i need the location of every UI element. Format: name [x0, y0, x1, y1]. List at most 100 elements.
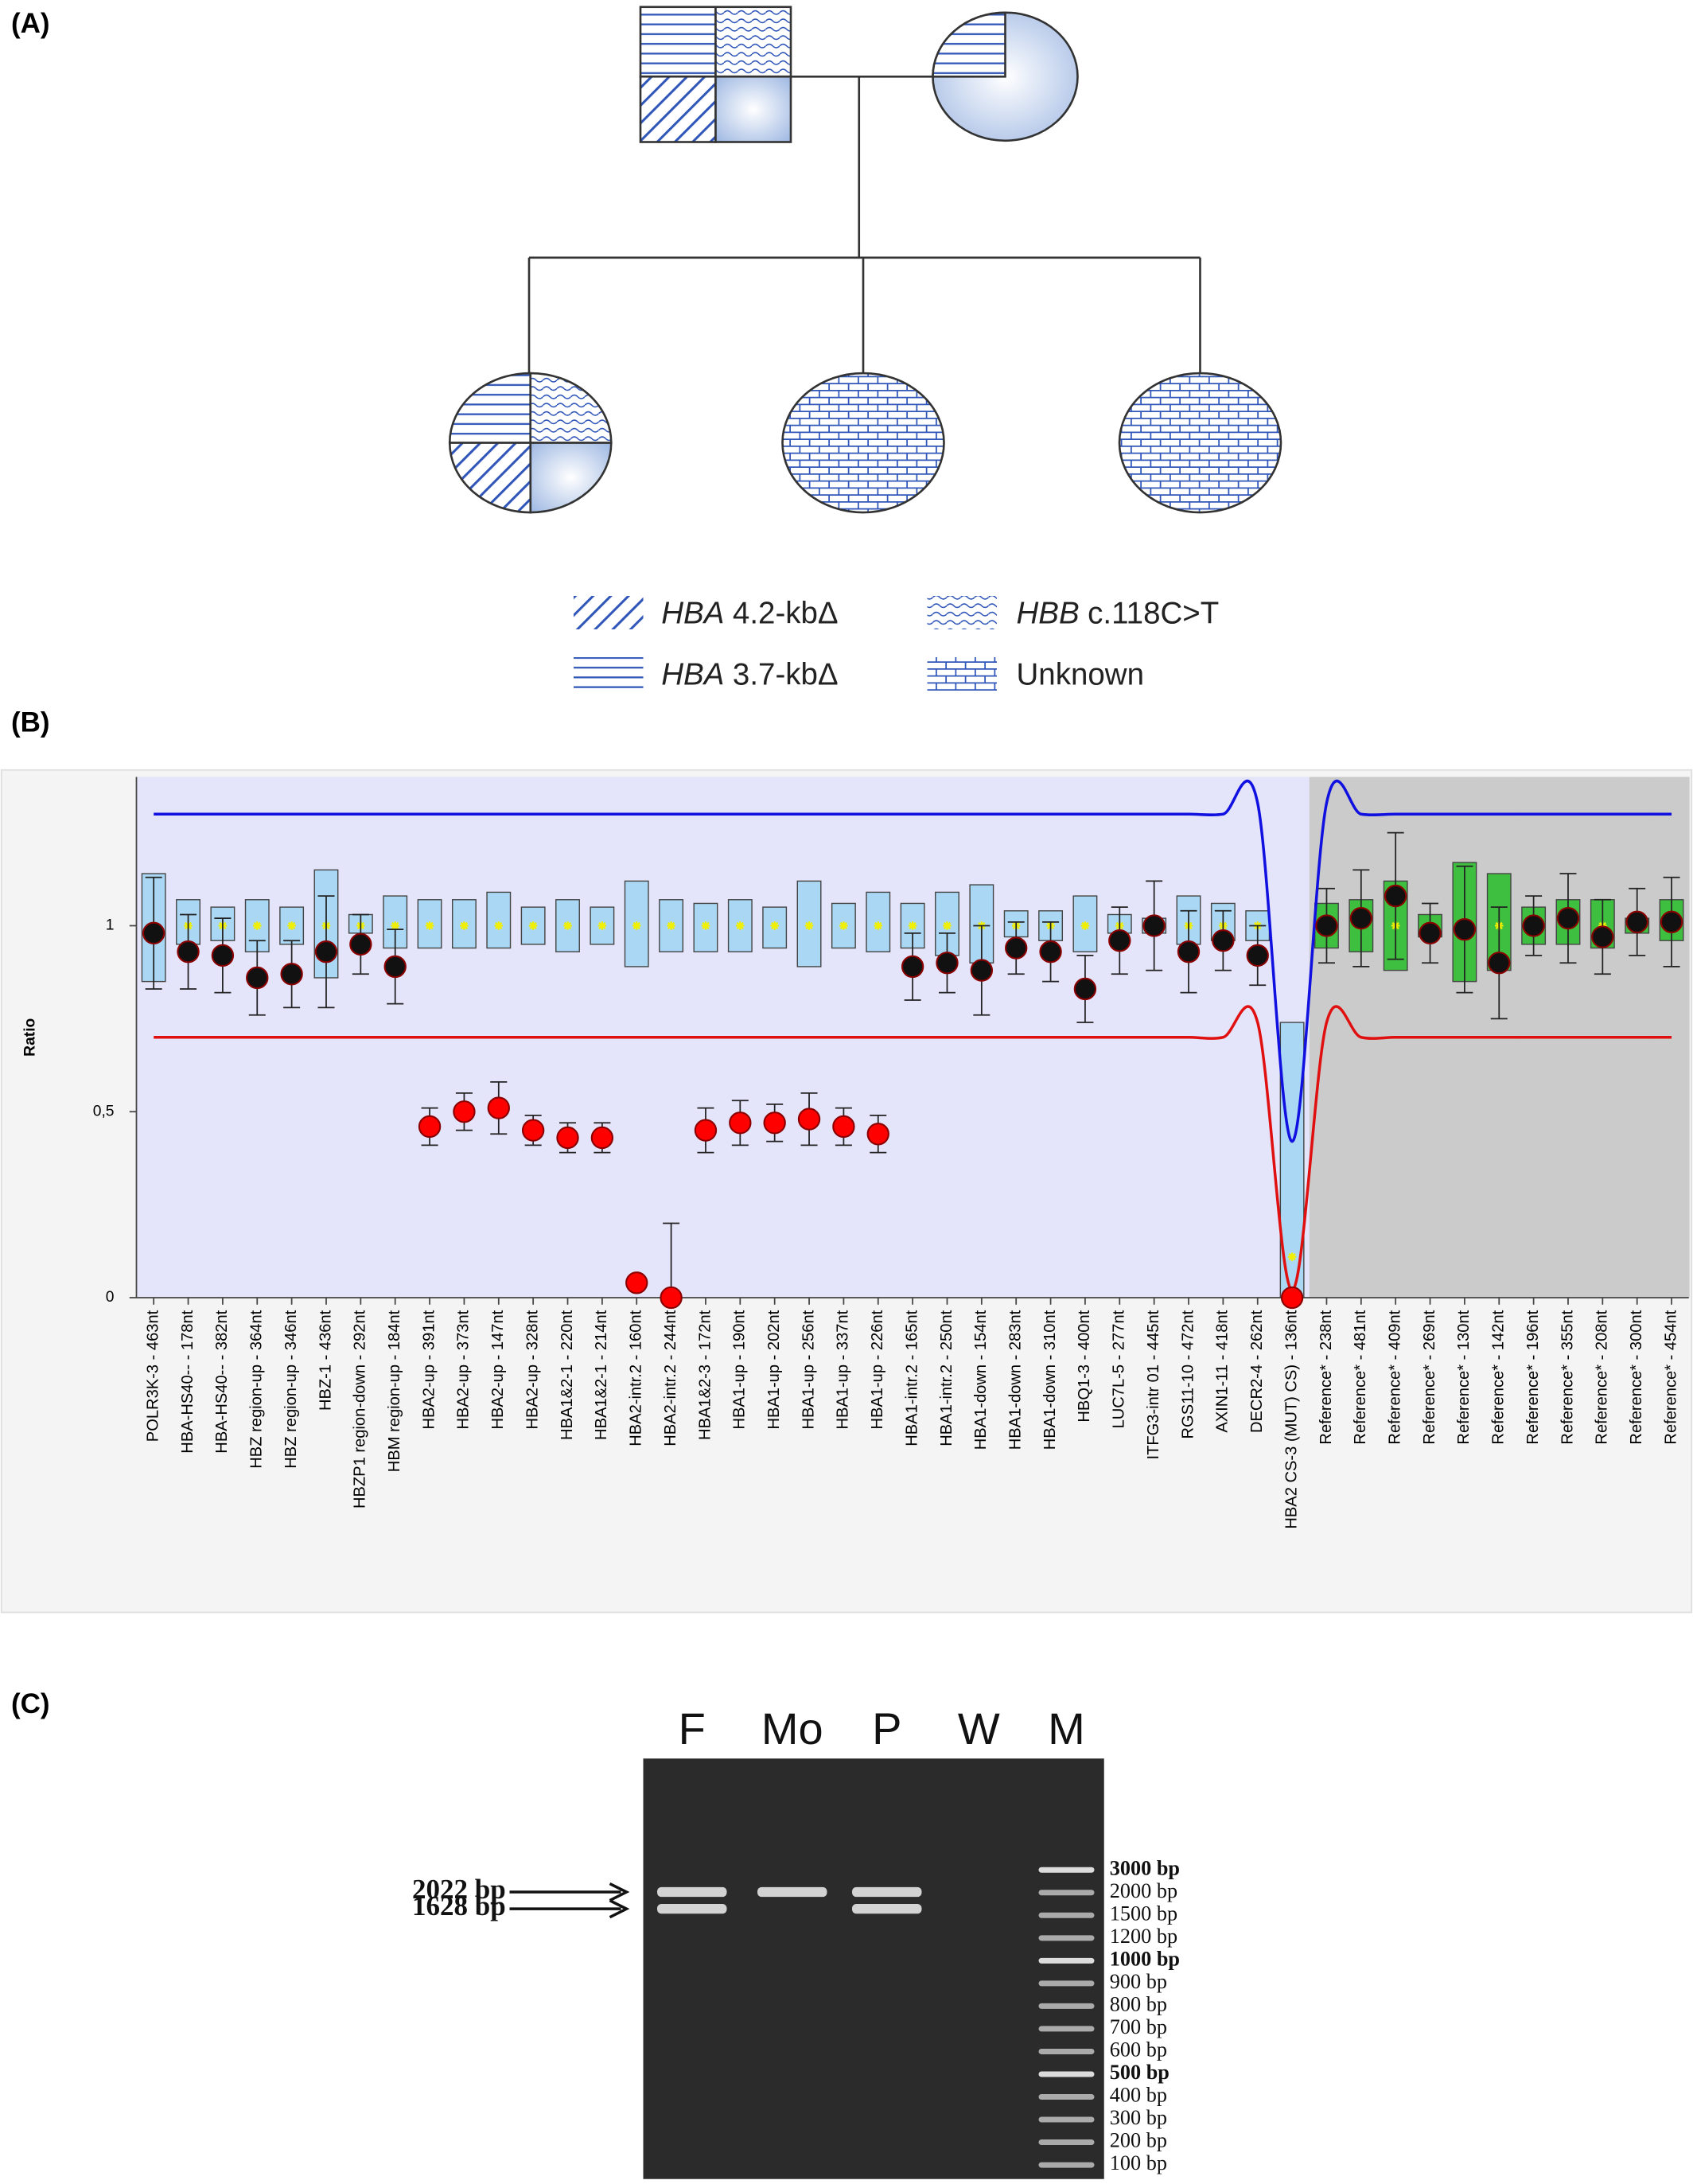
x-tick-label: Reference* - 130nt — [1455, 1310, 1473, 1444]
x-tick-label: HBA2-up - 328nt — [523, 1310, 541, 1429]
gene: HBB — [1017, 597, 1080, 631]
x-tick-label: HBA1-up - 256nt — [800, 1310, 817, 1429]
x-tick-label: HBQ1-3 - 400nt — [1076, 1310, 1093, 1422]
median-star — [528, 921, 538, 930]
ladder-band — [1038, 2003, 1095, 2009]
median-star — [1287, 1252, 1297, 1261]
ratio-dot — [1625, 910, 1648, 934]
y-tick-label: 1 — [106, 917, 115, 934]
x-tick-label: HBA1-down - 154nt — [972, 1310, 990, 1450]
ratio-dot — [901, 955, 924, 979]
legend-swatch — [927, 657, 997, 691]
pedigree-legend: HBA 4.2-kbΔ HBB c.118C>T HBA 3.7-kbΔ Unknow… — [574, 596, 1219, 692]
ladder-band — [1038, 1957, 1095, 1964]
gene: HBA — [661, 597, 724, 631]
ratio-dot — [383, 955, 407, 979]
ratio-dot — [1419, 921, 1442, 945]
x-tick-label: HBZP1 region-down - 292nt — [352, 1310, 369, 1509]
x-tick-label: HBZ region-up - 346nt — [282, 1310, 300, 1468]
category-background — [1309, 777, 1345, 1298]
panel-label: (C) — [11, 1688, 50, 1719]
child-quadrant — [529, 372, 613, 444]
father-quadrant — [639, 6, 717, 78]
ratio-dot — [280, 963, 303, 986]
lane-label: P — [872, 1703, 901, 1754]
x-tick-label: Reference* - 300nt — [1628, 1310, 1645, 1444]
ratio-dot — [763, 1111, 786, 1135]
lower-limit-line — [154, 1005, 1672, 1292]
ladder-band — [1038, 2116, 1095, 2123]
box — [762, 906, 788, 949]
ladder-band — [1038, 1935, 1095, 1941]
x-tick-label: POLR3K-3 - 463nt — [144, 1310, 162, 1442]
ladder-band — [1038, 2139, 1095, 2146]
band-arrow — [509, 1899, 630, 1919]
upper-limit-line — [154, 779, 1672, 1143]
variant: 3.7-kbΔ — [733, 658, 839, 692]
ratio-dot — [1349, 906, 1372, 930]
median-star — [667, 921, 675, 930]
x-tick-label: HBA-HS40-- - 178nt — [179, 1310, 197, 1453]
x-tick-label: Reference* - 355nt — [1559, 1310, 1576, 1444]
legend-label: HBA 4.2-kbΔ — [661, 597, 838, 631]
mlpa-chart: 0 0,5 1 POLR3K-3 - 463nt HBA-HS40-- - 178nt H… — [93, 777, 1690, 1529]
x-tick-label: HBA2-up - 147nt — [489, 1310, 507, 1429]
child-2 — [781, 372, 945, 514]
ratio-dot — [797, 1108, 821, 1131]
sample-band — [757, 1886, 827, 1898]
y-tick-label: 0,5 — [93, 1103, 115, 1119]
ratio-dot — [1212, 929, 1235, 952]
ratio-dot — [177, 940, 200, 964]
x-tick-label: Reference* - 269nt — [1421, 1310, 1438, 1444]
ratio-dot — [866, 1123, 889, 1146]
ratio-dot — [211, 944, 235, 967]
ladder-label: 800 bp — [1110, 1992, 1167, 2015]
x-tick-label: HBA1-down - 310nt — [1041, 1310, 1059, 1450]
ratio-dot — [1591, 925, 1614, 948]
sample-band — [657, 1886, 727, 1898]
x-tick-label: HBZ-1 - 436nt — [317, 1310, 334, 1411]
sample-band — [852, 1904, 922, 1914]
legend-label: HBB c.118C>T — [1017, 597, 1220, 631]
ladder-band — [1038, 1980, 1095, 1987]
ratio-dot — [832, 1115, 855, 1139]
ladder-label: 1200 bp — [1110, 1925, 1177, 1948]
box — [659, 899, 684, 952]
panel-label: (A) — [11, 8, 50, 39]
median-star — [563, 921, 572, 930]
median-star — [253, 921, 262, 930]
median-star — [943, 921, 952, 930]
x-tick-label: LUC7L-5 - 277nt — [1111, 1310, 1128, 1428]
ratio-dot — [521, 1119, 545, 1142]
child-quadrant — [448, 442, 532, 514]
ladder-label: 500 bp — [1110, 2061, 1170, 2084]
ratio-dot — [729, 1111, 752, 1135]
lane-label: F — [679, 1703, 706, 1754]
child-3 — [1118, 372, 1282, 514]
ratio-dot — [1246, 944, 1269, 967]
father-quadrant — [714, 6, 792, 78]
legend-swatch — [574, 596, 644, 630]
lane-label: M — [1048, 1703, 1085, 1754]
legend-swatch — [927, 596, 997, 630]
x-tick-label: AXIN1-11 - 418nt — [1214, 1310, 1232, 1432]
child-quadrant — [529, 442, 613, 514]
legend-label: Unknown — [1017, 658, 1145, 692]
ladder-band — [1038, 2162, 1095, 2168]
ratio-dot — [556, 1126, 579, 1150]
ratio-dot — [314, 940, 338, 964]
median-star — [597, 921, 607, 930]
x-tick-label: HBA1&2-1 - 214nt — [593, 1310, 610, 1440]
ratio-dot — [1108, 929, 1131, 952]
x-tick-label: Reference* - 454nt — [1662, 1310, 1679, 1444]
median-star — [287, 921, 296, 930]
variant: 4.2-kbΔ — [733, 597, 839, 631]
x-tick-label: HBA2-intr.2 - 160nt — [628, 1310, 645, 1446]
median-star — [770, 921, 779, 930]
median-star — [908, 921, 917, 930]
ratio-dot — [453, 1100, 476, 1123]
ladder-band — [1038, 1890, 1095, 1896]
panel-label: (B) — [11, 707, 50, 738]
ladder-label: 100 bp — [1110, 2151, 1167, 2174]
